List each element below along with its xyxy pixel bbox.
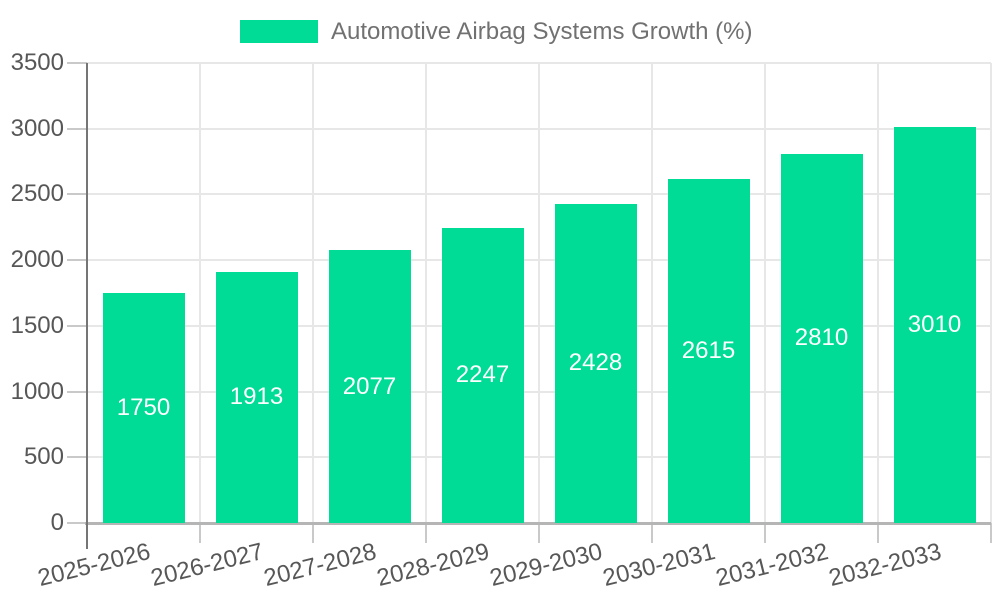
bar-value-label: 2247	[455, 361, 510, 389]
plot-area: 0 500 1000 1500 2000 2500 3000 3500 1750 1913 2077…	[11, 49, 992, 592]
gridline-vertical	[199, 63, 201, 523]
x-axis-category-label: 2029-2030	[486, 538, 605, 592]
x-axis-tick	[764, 523, 766, 543]
gridline-vertical	[425, 63, 427, 523]
x-axis-tick	[425, 523, 427, 543]
y-axis-tick-label: 0	[50, 509, 64, 536]
bar-value-label: 1913	[229, 383, 284, 411]
x-axis-category-label: 2028-2029	[373, 538, 492, 592]
gridline-vertical	[764, 63, 766, 523]
bar[interactable]: 1913	[215, 271, 298, 523]
bar[interactable]: 3010	[893, 127, 976, 523]
gridline-vertical	[651, 63, 653, 523]
bar[interactable]: 2615	[667, 179, 750, 523]
y-axis-tick	[67, 193, 87, 196]
bar-value-label: 2810	[794, 324, 849, 352]
x-axis-tick	[877, 523, 879, 543]
bar-value-label: 2077	[342, 372, 397, 400]
y-axis-tick	[67, 259, 87, 262]
x-axis-tick	[538, 523, 540, 543]
y-axis-tick-label: 1500	[10, 311, 64, 339]
x-axis-category-label: 2031-2032	[712, 538, 831, 592]
legend-swatch	[240, 20, 318, 43]
bar[interactable]: 1750	[102, 293, 185, 523]
y-axis-tick	[67, 62, 87, 64]
y-axis-tick	[67, 522, 87, 524]
bar-value-label: 3010	[907, 311, 962, 339]
legend: Automotive Airbag Systems Growth (%)	[240, 17, 753, 45]
y-axis-tick-label: 2000	[10, 246, 64, 274]
bar[interactable]: 2428	[554, 203, 637, 523]
x-axis-category-label: 2032-2033	[825, 538, 944, 592]
y-axis-tick	[67, 127, 87, 130]
x-axis-category-label: 2025-2026	[34, 538, 153, 592]
x-axis-tick	[199, 523, 201, 543]
y-axis-tick-label: 1000	[10, 377, 64, 405]
y-axis-tick-label: 3500	[10, 49, 64, 76]
y-axis-tick	[67, 456, 87, 459]
bar[interactable]: 2810	[780, 153, 863, 523]
y-axis-tick-label: 500	[23, 443, 64, 471]
y-axis-tick	[67, 390, 87, 393]
gridline-vertical	[877, 63, 879, 523]
x-axis-tick	[990, 523, 992, 543]
x-axis-category-label: 2027-2028	[260, 538, 379, 592]
bar-value-label: 2615	[681, 337, 736, 365]
gridline-vertical	[990, 63, 992, 523]
gridline-vertical	[312, 63, 314, 523]
x-axis-category-label: 2026-2027	[147, 538, 266, 592]
x-axis-line	[85, 522, 991, 525]
bar[interactable]: 2077	[328, 250, 411, 523]
y-axis-line	[86, 63, 88, 549]
y-axis-tick	[67, 324, 87, 327]
bar-value-label: 1750	[116, 394, 171, 421]
gridline-vertical	[538, 63, 540, 523]
bar-value-label: 2428	[568, 349, 623, 377]
legend-label: Automotive Airbag Systems Growth (%)	[331, 17, 753, 45]
y-axis-tick-label: 2500	[10, 180, 64, 208]
bar[interactable]: 2247	[441, 227, 524, 523]
x-axis-category-label: 2030-2031	[599, 538, 718, 592]
x-axis-tick	[651, 523, 653, 543]
y-axis-tick-label: 3000	[10, 114, 64, 142]
x-axis-tick	[312, 523, 314, 543]
